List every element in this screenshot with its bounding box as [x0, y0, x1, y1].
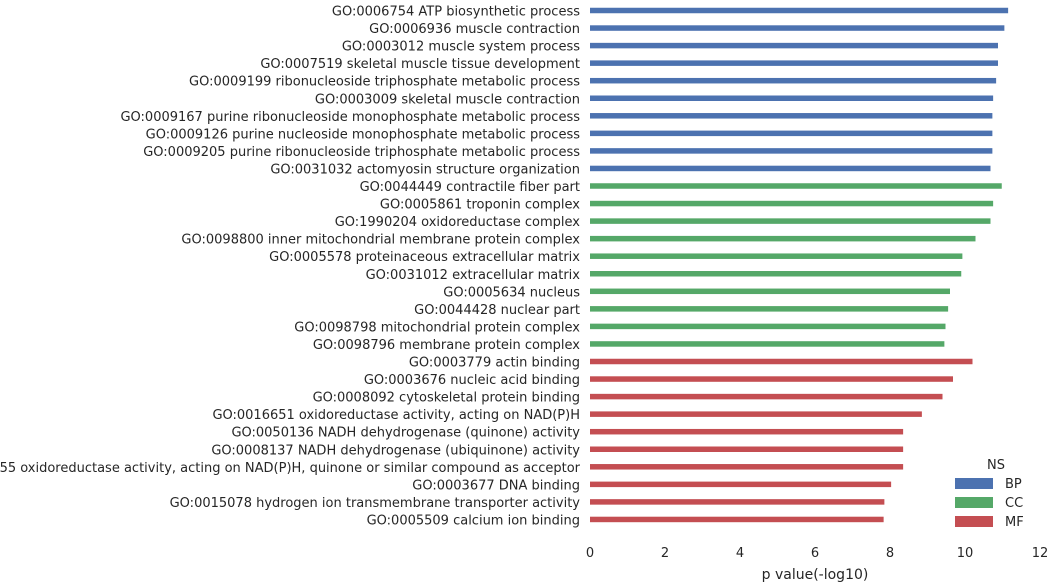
bar-bp	[590, 165, 991, 172]
x-tick-label: 4	[736, 546, 744, 561]
bar-cc	[590, 306, 949, 312]
bar-cc	[590, 271, 962, 277]
category-label: GO:0044449 contractile fiber part	[360, 180, 580, 195]
x-axis-ticks: 0 2 4 6 8 10 12	[586, 546, 1048, 561]
legend-swatch-bp	[955, 478, 993, 489]
bar-cc	[590, 218, 991, 224]
bar-bp	[590, 60, 998, 66]
category-label: GO:0007519 skeletal muscle tissue develo…	[260, 57, 580, 72]
category-label: GO:0008092 cytoskeletal protein binding	[313, 391, 580, 406]
category-label: GO:0005861 troponin complex	[380, 198, 580, 213]
bar-bp	[590, 148, 993, 154]
category-label: GO:0003779 actin binding	[409, 356, 580, 371]
category-label: GO:0008137 NADH dehydrogenase (ubiquinon…	[211, 443, 580, 458]
bar-bp	[590, 113, 993, 119]
category-label: GO:0009126 purine nucleoside monophospha…	[146, 127, 581, 142]
category-label: GO:0015078 hydrogen ion transmembrane tr…	[170, 496, 581, 511]
bar-cc	[590, 288, 950, 295]
bar-mf	[590, 358, 973, 365]
bar-cc	[590, 341, 945, 347]
legend-label-mf: MF	[1005, 515, 1024, 530]
category-label: GO:0016651 oxidoreductase activity, acti…	[212, 408, 580, 423]
x-tick-label: 12	[1032, 546, 1049, 561]
category-label: GO:0003677 DNA binding	[412, 478, 580, 493]
category-label: GO:0031032 actomyosin structure organiza…	[270, 162, 580, 177]
bar-bp	[590, 77, 997, 84]
bar-mf	[590, 411, 922, 417]
category-label: GO:0031012 extracellular matrix	[366, 268, 581, 283]
category-label: GO:0005509 calcium ion binding	[367, 513, 580, 528]
bar-cc	[590, 235, 976, 242]
bar-mf	[590, 446, 904, 452]
legend-title: NS	[987, 458, 1005, 473]
category-label: GO:0098800 inner mitochondrial membrane …	[181, 233, 580, 248]
bars-group	[590, 7, 1009, 523]
category-label: GO:0006754 ATP biosynthetic process	[332, 5, 580, 20]
bar-bp	[590, 130, 993, 137]
x-tick-label: 0	[586, 546, 594, 561]
legend-items: BP CC MF	[955, 477, 1024, 530]
category-label: GO:0006936 muscle contraction	[369, 22, 580, 37]
category-label: GO:1990204 oxidoreductase complex	[335, 215, 581, 230]
bar-mf	[590, 516, 884, 523]
bar-mf	[590, 481, 892, 488]
legend: NS BP CC MF	[955, 458, 1024, 530]
category-label: GO:0003676 nucleic acid binding	[364, 373, 580, 388]
category-label: GO:0005578 proteinaceous extracellular m…	[269, 250, 580, 265]
bar-bp	[590, 7, 1009, 14]
bar-cc	[590, 253, 963, 259]
bar-mf	[590, 428, 904, 435]
bar-mf	[590, 376, 953, 382]
bar-cc	[590, 323, 946, 330]
legend-label-cc: CC	[1005, 496, 1023, 511]
bar-mf	[590, 464, 904, 470]
category-labels: GO:0006754 ATP biosynthetic process GO:00…	[0, 5, 581, 529]
category-label: GO:0009199 ribonucleoside triphosphate m…	[189, 75, 580, 90]
x-tick-label: 6	[811, 546, 819, 561]
bar-mf	[590, 393, 943, 400]
bar-cc	[590, 200, 994, 207]
x-tick-label: 8	[886, 546, 894, 561]
category-label: GO:0003009 skeletal muscle contraction	[315, 92, 580, 107]
category-label: GO:0009205 purine ribonucleoside triphos…	[143, 145, 580, 160]
category-label: GO:0016655 oxidoreductase activity, acti…	[0, 461, 581, 476]
legend-label-bp: BP	[1005, 477, 1022, 492]
bar-mf	[590, 499, 885, 505]
category-label: GO:0003012 muscle system process	[342, 40, 580, 55]
category-label: GO:0044428 nuclear part	[414, 303, 580, 318]
bar-cc	[590, 183, 1002, 189]
legend-swatch-mf	[955, 516, 993, 527]
x-axis-label: p value(-log10)	[762, 567, 869, 583]
category-label: GO:0005634 nucleus	[443, 285, 580, 300]
x-tick-label: 10	[957, 546, 974, 561]
bar-bp	[590, 42, 998, 49]
bar-bp	[590, 95, 994, 101]
bar-bp	[590, 25, 1005, 31]
category-label: GO:0050136 NADH dehydrogenase (quinone) …	[231, 426, 580, 441]
legend-swatch-cc	[955, 497, 993, 508]
category-label: GO:0098798 mitochondrial protein complex	[294, 320, 580, 335]
category-label: GO:0009167 purine ribonucleoside monopho…	[120, 110, 580, 125]
category-label: GO:0098796 membrane protein complex	[313, 338, 580, 353]
x-tick-label: 2	[661, 546, 669, 561]
